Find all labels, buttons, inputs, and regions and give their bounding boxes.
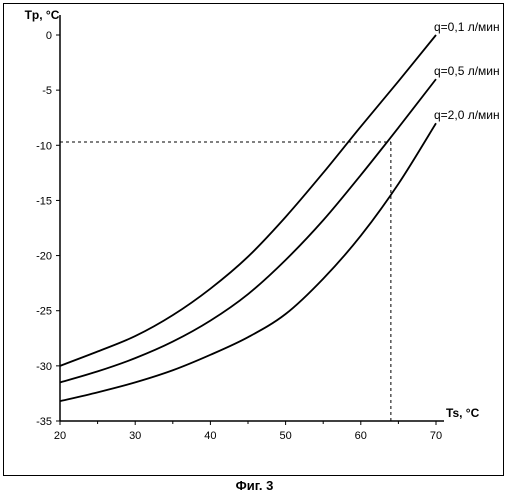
x-tick-label: 40 [204,430,216,442]
series-label-3: q=2,0 л/мин [434,108,500,122]
series-label-1: q=0,1 л/мин [434,20,500,34]
y-tick-label: -30 [36,361,52,373]
y-tick-label: -10 [36,140,52,152]
figure-caption: Фиг. 3 [0,478,509,493]
y-tick-label: -25 [36,306,52,318]
x-tick-label: 20 [54,430,66,442]
y-tick-label: 0 [46,30,52,42]
x-tick-label: 50 [279,430,291,442]
line-chart: 0 -5 -10 -15 -20 -25 -30 -3520 30 40 50 60 70 Tp, °C T… [0,0,509,476]
series-line-3 [60,123,436,401]
series-line-1 [60,35,436,366]
y-tick-label: -15 [36,195,52,207]
x-tick-label: 60 [355,430,367,442]
series-label-2: q=0,5 л/мин [434,64,500,78]
y-tick-label: -20 [36,251,52,263]
x-tick-label: 70 [430,430,442,442]
y-tick-label: -5 [42,85,52,97]
y-tick-label: -35 [36,416,52,428]
x-tick-label: 30 [129,430,141,442]
x-axis-title: Ts, °C [446,406,480,420]
y-axis-title: Tp, °C [25,8,60,22]
